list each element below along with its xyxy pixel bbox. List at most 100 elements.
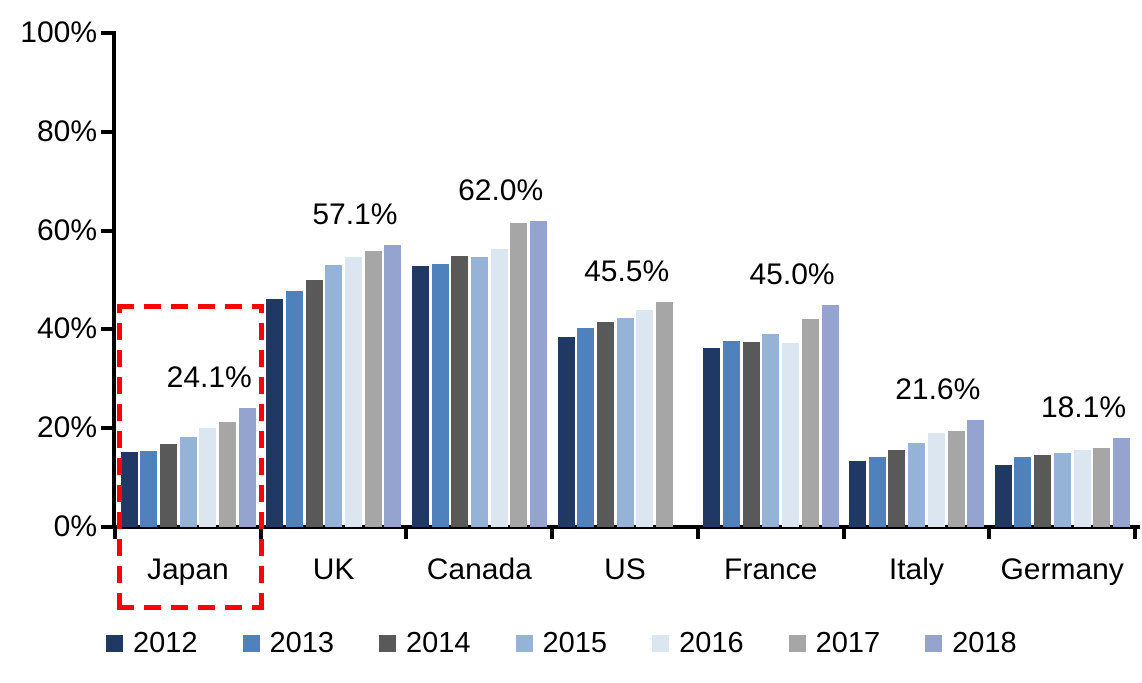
- bar-france-2017: [801, 318, 819, 527]
- y-axis-tick: [101, 327, 115, 332]
- bar-japan-2013: [140, 451, 158, 527]
- bar-us-2017: [656, 302, 674, 527]
- bar-germany-2016: [1073, 449, 1091, 527]
- highlight-box-left-edge: [117, 304, 122, 610]
- bar-canada-2015: [471, 257, 489, 527]
- bar-uk-2012: [266, 298, 284, 527]
- x-axis-tick: [1133, 525, 1137, 539]
- y-axis-tick-label: 40%: [36, 312, 97, 346]
- legend-swatch-2018: [925, 634, 943, 652]
- y-axis-tick: [101, 129, 115, 134]
- highlight-box-top-edge: [117, 304, 264, 309]
- bar-italy-2013: [868, 456, 886, 527]
- data-label-canada: 62.0%: [458, 173, 544, 207]
- x-axis-tick: [841, 525, 846, 539]
- highlight-box-bottom-edge: [117, 605, 264, 610]
- bar-canada-2018: [530, 220, 548, 527]
- bar-germany-2013: [1014, 457, 1032, 527]
- bar-germany-2018: [1112, 437, 1130, 527]
- legend-item-2012: 2012: [106, 626, 198, 659]
- legend-item-2017: 2017: [788, 626, 881, 659]
- x-axis-tick: [113, 525, 117, 539]
- legend-item-2018: 2018: [925, 626, 1017, 659]
- y-axis-tick-label: 80%: [36, 114, 97, 148]
- y-axis-tick-label: 100%: [20, 16, 97, 49]
- legend-item-2013: 2013: [242, 626, 335, 659]
- bar-uk-2018: [384, 244, 402, 527]
- bar-italy-2016: [927, 432, 945, 527]
- data-label-france: 45.0%: [749, 257, 835, 291]
- legend-swatch-2014: [379, 634, 397, 652]
- y-axis-tick: [101, 31, 115, 35]
- bar-canada-2017: [510, 223, 528, 527]
- legend-swatch-2013: [242, 634, 260, 652]
- y-axis-tick: [101, 426, 115, 431]
- bar-us-2016: [636, 309, 654, 527]
- bar-uk-2015: [325, 265, 343, 527]
- x-axis-category-label-uk: UK: [312, 553, 355, 586]
- bar-italy-2018: [967, 420, 985, 527]
- legend: 2012 2013 2014 2015 2016 2017 2018: [106, 626, 1017, 659]
- bar-france-2014: [742, 341, 760, 527]
- legend-label-2013: 2013: [269, 626, 335, 659]
- bar-us-2014: [597, 322, 615, 527]
- highlight-box-right-edge: [259, 304, 264, 610]
- y-axis-tick: [101, 525, 115, 529]
- bar-france-2015: [762, 333, 780, 527]
- bar-italy-2014: [888, 449, 906, 527]
- data-label-us: 45.5%: [584, 255, 670, 289]
- bar-uk-2017: [364, 251, 382, 527]
- legend-label-2012: 2012: [133, 626, 198, 659]
- bar-italy-2015: [908, 442, 926, 527]
- bar-us-2015: [616, 318, 634, 527]
- y-axis-tick-label: 20%: [36, 411, 97, 445]
- x-axis-tick: [987, 525, 992, 539]
- bar-canada-2012: [411, 266, 429, 527]
- x-axis-tick: [404, 525, 409, 539]
- bar-france-2012: [703, 347, 721, 527]
- legend-swatch-2012: [106, 634, 123, 652]
- x-axis-category-label-canada: Canada: [426, 553, 532, 586]
- x-axis-category-label-japan: Japan: [146, 553, 229, 586]
- data-label-germany: 18.1%: [1040, 390, 1127, 424]
- y-axis-line: [112, 31, 116, 529]
- y-axis-tick-label: 60%: [36, 213, 97, 247]
- x-axis-category-label-germany: Germany: [1000, 553, 1124, 586]
- highlight-box-japan: [117, 304, 264, 610]
- legend-item-2014: 2014: [379, 626, 471, 659]
- data-label-japan: 24.1%: [166, 360, 252, 394]
- bar-canada-2013: [431, 264, 449, 527]
- bar-germany-2012: [994, 465, 1012, 527]
- bar-uk-2013: [285, 291, 303, 527]
- bar-us-2013: [577, 327, 595, 527]
- legend-label-2015: 2015: [542, 626, 608, 659]
- x-axis-category-label-us: US: [604, 553, 646, 586]
- bar-uk-2014: [305, 280, 323, 527]
- legend-label-2017: 2017: [815, 626, 881, 659]
- bar-germany-2015: [1053, 453, 1071, 527]
- bar-france-2013: [723, 341, 741, 527]
- legend-label-2016: 2016: [679, 626, 744, 659]
- x-axis-category-label-italy: Italy: [888, 553, 944, 586]
- x-axis-line: [110, 525, 1140, 529]
- legend-item-2016: 2016: [652, 626, 744, 659]
- bar-france-2016: [782, 343, 800, 527]
- bar-japan-2012: [120, 452, 138, 527]
- bar-uk-2016: [345, 256, 362, 527]
- legend-swatch-2015: [515, 634, 533, 652]
- bar-germany-2014: [1034, 455, 1052, 527]
- bar-japan-2018: [238, 407, 256, 527]
- legend-swatch-2017: [788, 634, 806, 652]
- bar-japan-2015: [179, 437, 197, 527]
- y-axis-tick: [101, 228, 115, 233]
- bar-us-2012: [557, 337, 575, 527]
- legend-label-2018: 2018: [952, 626, 1017, 659]
- bar-italy-2017: [947, 430, 965, 527]
- legend-label-2014: 2014: [406, 626, 471, 659]
- y-axis-tick-label: 0%: [53, 510, 97, 543]
- legend-swatch-2016: [652, 634, 670, 652]
- bar-canada-2016: [490, 249, 508, 527]
- bar-japan-2016: [199, 428, 217, 527]
